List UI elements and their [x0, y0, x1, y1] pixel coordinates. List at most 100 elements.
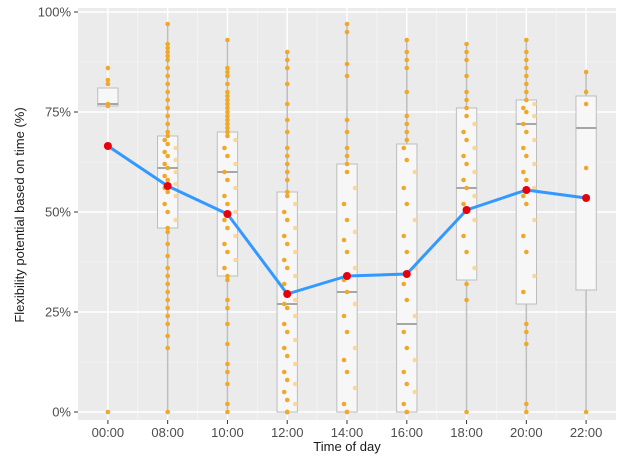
data-point — [162, 161, 167, 167]
data-point — [225, 93, 230, 99]
data-point — [464, 161, 469, 167]
data-point — [284, 177, 290, 183]
data-point — [412, 169, 418, 175]
data-point — [222, 241, 227, 247]
data-point — [233, 257, 238, 263]
data-point — [165, 165, 170, 171]
data-point — [404, 57, 410, 63]
data-point — [165, 133, 170, 139]
data-point — [464, 89, 469, 95]
data-point — [284, 241, 290, 247]
data-point — [173, 193, 178, 199]
mean-marker-16:00 — [402, 270, 411, 278]
data-point — [284, 193, 290, 199]
data-point — [162, 173, 167, 179]
data-point — [344, 161, 350, 167]
data-point — [225, 121, 230, 127]
data-point — [352, 301, 358, 307]
data-point — [344, 369, 350, 375]
data-point — [165, 21, 170, 27]
y-tick-label: 50% — [45, 205, 71, 220]
data-point — [105, 101, 111, 107]
data-point — [292, 313, 298, 319]
data-point — [344, 249, 350, 255]
data-point — [162, 137, 167, 143]
x-tick-label: 18:00 — [450, 425, 483, 440]
x-tick-label: 16:00 — [391, 425, 424, 440]
data-point — [225, 249, 230, 255]
data-point — [284, 65, 290, 71]
data-point — [344, 289, 350, 295]
data-point — [352, 185, 358, 191]
y-tick-label: 25% — [45, 305, 71, 320]
data-point — [583, 69, 589, 75]
data-point — [173, 217, 178, 223]
data-point — [225, 73, 230, 79]
data-point — [165, 265, 170, 271]
data-point — [404, 297, 410, 303]
data-point — [165, 141, 170, 147]
data-point — [225, 409, 230, 415]
data-point — [165, 129, 170, 135]
data-point — [404, 409, 410, 415]
data-point — [165, 189, 170, 195]
data-point — [225, 225, 230, 231]
data-point — [344, 61, 350, 67]
data-point — [225, 133, 230, 139]
data-point — [225, 81, 230, 87]
data-point — [464, 49, 469, 55]
data-point — [173, 145, 178, 151]
data-point — [225, 105, 230, 111]
data-point — [404, 345, 410, 351]
data-point — [472, 193, 477, 199]
data-point — [292, 401, 298, 407]
data-point — [524, 249, 529, 255]
data-point — [352, 345, 358, 351]
data-point — [225, 129, 230, 135]
data-point — [352, 265, 358, 271]
data-point — [404, 249, 410, 255]
data-point — [583, 89, 589, 95]
data-point — [225, 89, 230, 95]
data-point — [521, 169, 526, 175]
data-point — [165, 81, 170, 87]
data-point — [165, 321, 170, 327]
data-point — [233, 137, 238, 143]
data-point — [284, 101, 290, 107]
data-point — [281, 389, 287, 395]
data-point — [524, 73, 529, 79]
data-point — [284, 409, 290, 415]
data-point — [225, 277, 230, 283]
data-point — [281, 345, 287, 351]
data-point — [401, 329, 407, 335]
data-point — [341, 401, 347, 407]
data-point — [284, 189, 290, 195]
data-point — [352, 229, 358, 235]
data-point — [284, 49, 290, 55]
data-point — [341, 237, 347, 243]
data-point — [281, 281, 287, 287]
data-point — [225, 97, 230, 103]
data-point — [165, 281, 170, 287]
data-point — [165, 289, 170, 295]
data-point — [165, 241, 170, 247]
data-point — [532, 217, 537, 223]
data-point — [284, 377, 290, 383]
data-point — [105, 409, 111, 415]
data-point — [461, 233, 466, 239]
data-point — [524, 37, 529, 43]
data-point — [404, 113, 410, 119]
data-point — [401, 185, 407, 191]
data-point — [524, 129, 529, 135]
mean-marker-08:00 — [163, 182, 172, 190]
data-point — [292, 249, 298, 255]
data-point — [225, 361, 230, 367]
mean-marker-18:00 — [462, 206, 471, 214]
data-point — [225, 401, 230, 407]
axes: 0% 25% 50% 75% 100% 00:00 08:00 10:00 12:00 14:00… — [38, 5, 603, 441]
data-point — [225, 321, 230, 327]
data-point — [233, 209, 238, 215]
x-tick-label: 20:00 — [510, 425, 543, 440]
data-point — [281, 301, 287, 307]
